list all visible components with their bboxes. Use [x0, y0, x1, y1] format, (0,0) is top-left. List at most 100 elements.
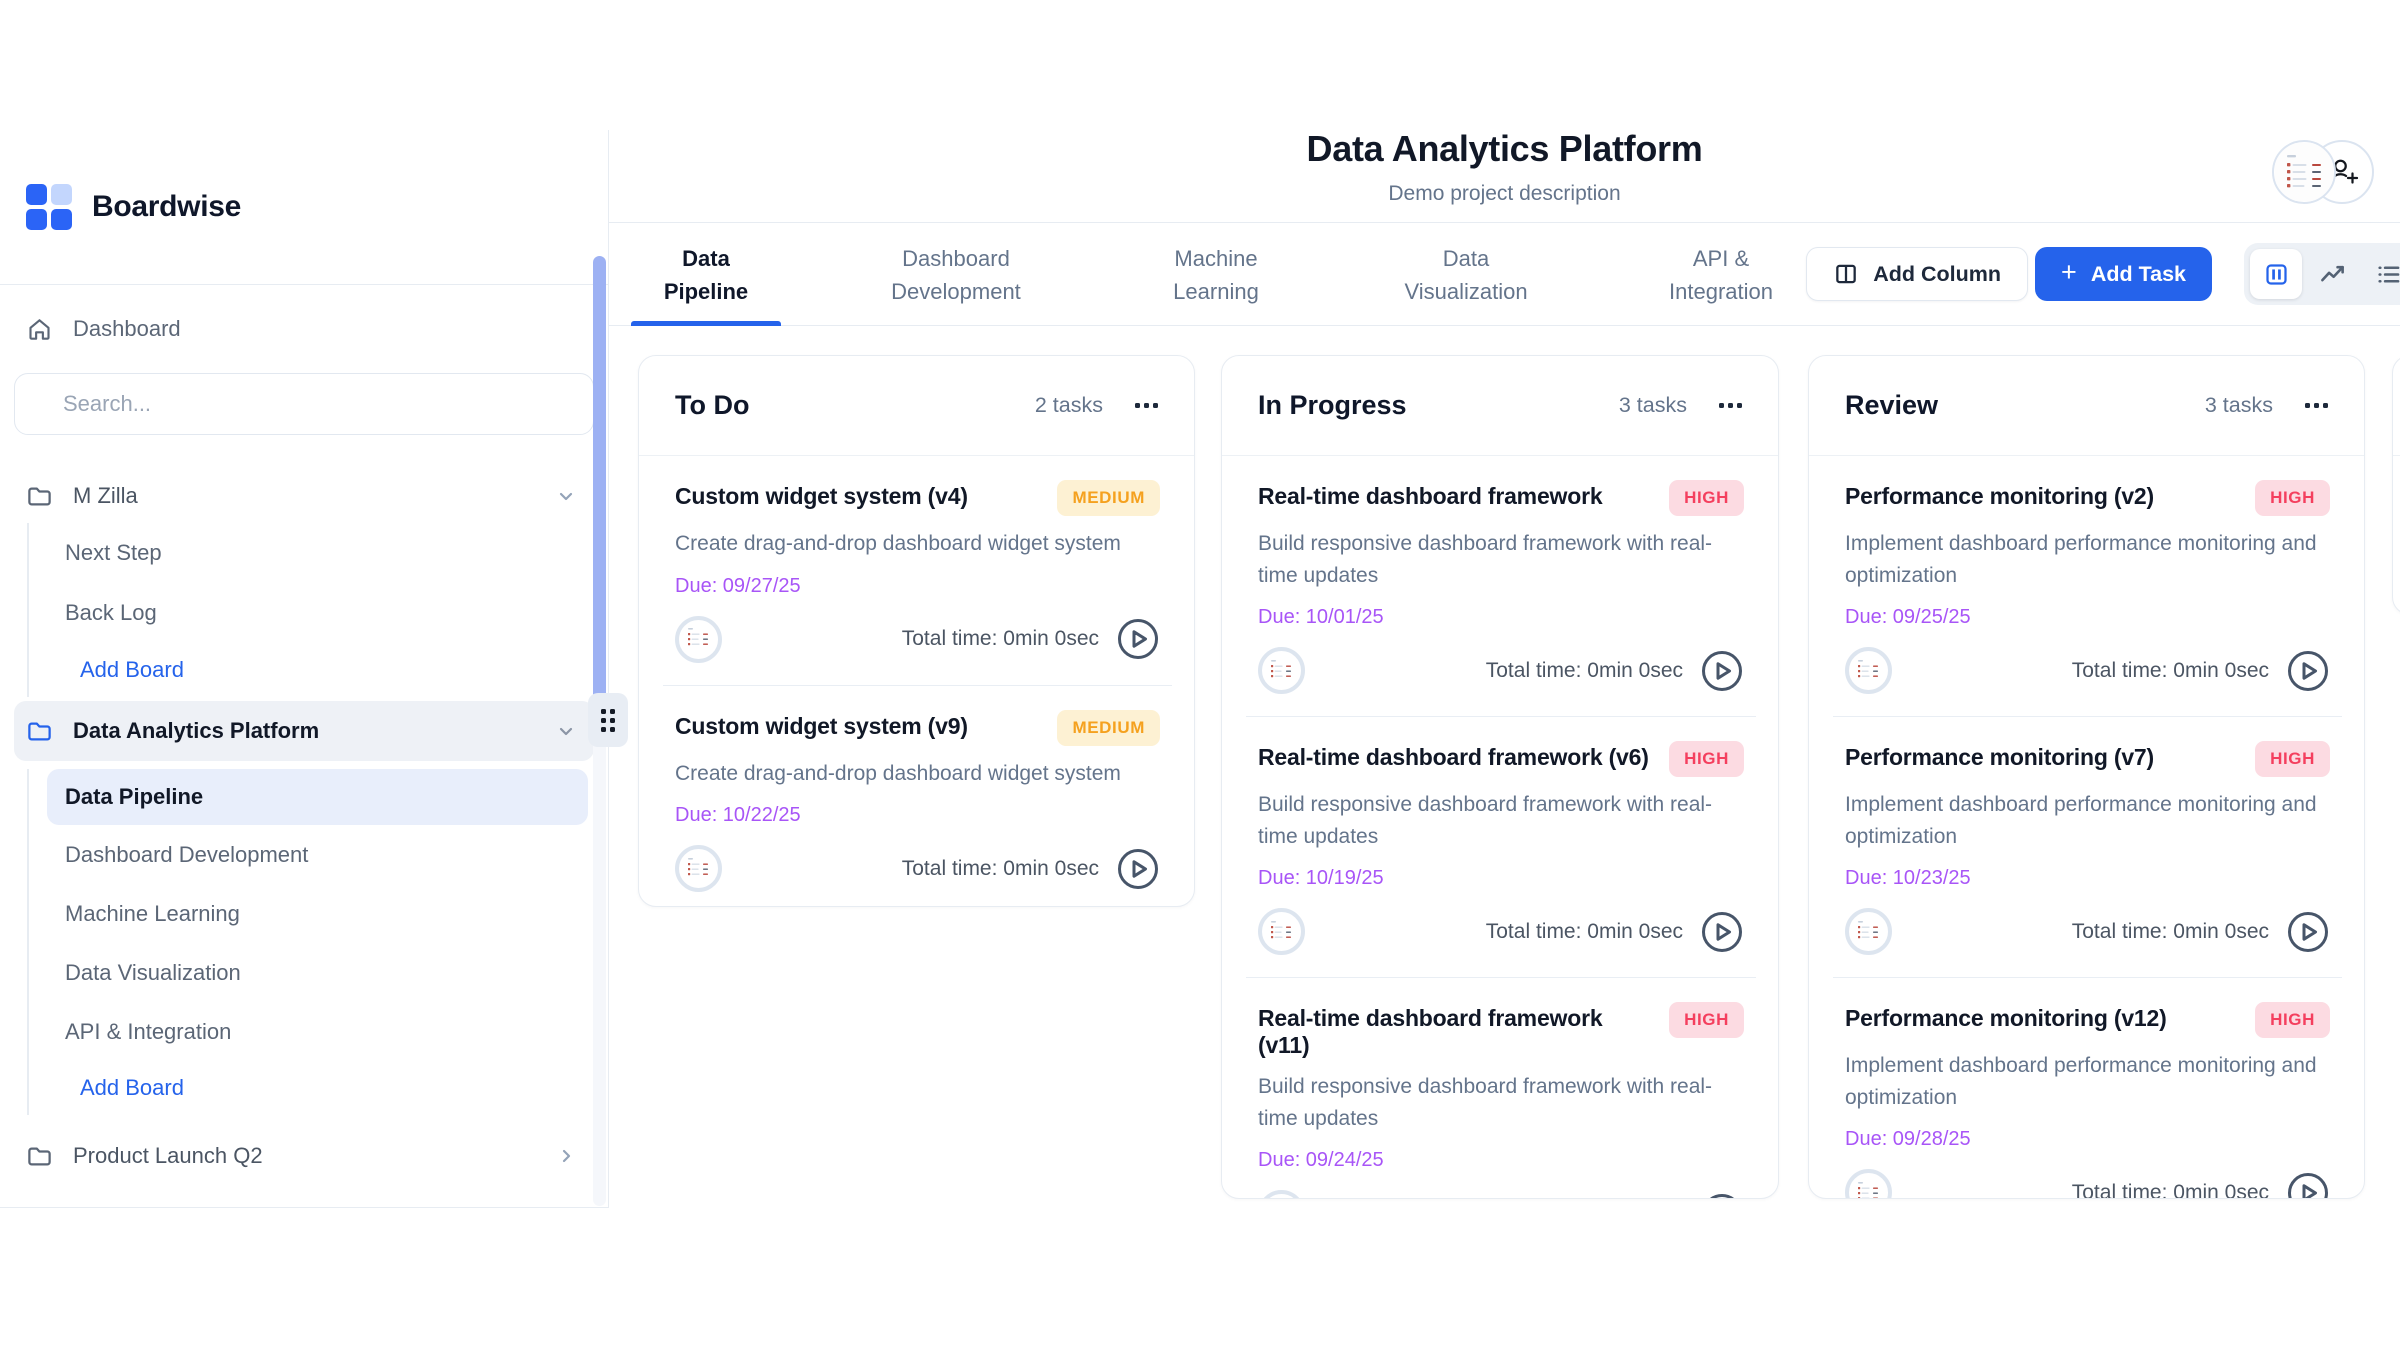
add-board-link[interactable]: Add Board — [80, 657, 184, 682]
assignee-avatar[interactable] — [675, 845, 722, 892]
board-item-dashboard-development[interactable]: Dashboard Development — [65, 841, 309, 867]
task-card[interactable]: Custom widget system (v4) MEDIUM Create … — [639, 456, 1194, 685]
assignee-avatar[interactable] — [1258, 908, 1305, 955]
total-time-label: Total time: 0min 0sec — [1485, 919, 1683, 943]
folder-icon-active — [26, 718, 53, 745]
assignee-avatar[interactable] — [1258, 647, 1305, 694]
total-time-label: Total time: 0min 0sec — [2071, 1180, 2269, 1199]
assignee-avatar[interactable] — [1845, 908, 1892, 955]
column-in-progress: In Progress 3 tasks Real-time dashboard … — [1221, 355, 1779, 1199]
card-separator — [1246, 977, 1756, 978]
board-item-machine-learning[interactable]: Machine Learning — [65, 900, 240, 926]
assignee-avatar[interactable] — [1845, 1169, 1892, 1198]
member-avatar[interactable] — [2272, 140, 2336, 204]
priority-badge: HIGH — [2255, 1002, 2330, 1038]
column-partial — [2392, 355, 2400, 615]
start-timer-button[interactable] — [1700, 910, 1744, 954]
column-task-count: 2 tasks — [1034, 393, 1103, 417]
task-card[interactable]: Real-time dashboard framework (v11) HIGH… — [1222, 978, 1778, 1198]
column-task-count: 3 tasks — [2204, 393, 2273, 417]
boardwise-logo-icon — [26, 184, 72, 230]
chevron-down-icon[interactable] — [554, 719, 578, 743]
tab-dashboard-development[interactable]: Dashboard Development — [891, 245, 1021, 304]
view-kanban-button[interactable] — [2250, 249, 2302, 299]
board-item-data-visualization[interactable]: Data Visualization — [65, 959, 241, 985]
add-column-button[interactable]: Add Column — [1806, 247, 2028, 301]
project-row-data-analytics-platform[interactable]: Data Analytics Platform — [14, 701, 594, 761]
chevron-right-icon[interactable] — [554, 1144, 578, 1168]
project-name: M Zilla — [73, 483, 138, 508]
board-item-api-integration[interactable]: API & Integration — [65, 1018, 232, 1044]
board-tabbar: Data Pipeline Dashboard Development Machin… — [609, 223, 2400, 326]
assignee-avatar[interactable] — [675, 615, 722, 663]
chevron-down-icon[interactable] — [554, 484, 578, 508]
priority-badge: HIGH — [1669, 741, 1744, 777]
project-name: Product Launch Q2 — [73, 1143, 263, 1168]
folder-icon — [26, 1143, 53, 1170]
board-list-data-analytics-platform: Data Pipeline Dashboard Development Mach… — [27, 769, 594, 1115]
task-title: Performance monitoring (v2) — [1845, 483, 2154, 509]
task-description: Build responsive dashboard framework wit… — [1258, 532, 1713, 587]
project-row-product-launch-q2[interactable]: Product Launch Q2 — [14, 1129, 594, 1183]
priority-badge: HIGH — [1669, 1002, 1744, 1038]
sidebar-scrollbar-thumb[interactable] — [593, 256, 606, 711]
app-logo: Boardwise — [0, 130, 608, 285]
total-time-label: Total time: 0min 0sec — [901, 627, 1099, 650]
card-separator — [663, 684, 1172, 686]
start-timer-button[interactable] — [2286, 1171, 2330, 1198]
task-card[interactable]: Performance monitoring (v7) HIGH Impleme… — [1809, 717, 2364, 977]
column-review: Review 3 tasks Performance monitoring (v… — [1808, 355, 2365, 1199]
total-time-label: Total time: 0min 0sec — [2071, 658, 2269, 682]
task-card[interactable]: Real-time dashboard framework HIGH Build… — [1222, 456, 1778, 716]
board-item-data-pipeline[interactable]: Data Pipeline — [47, 769, 588, 825]
board-item-next-step[interactable]: Next Step — [65, 540, 162, 565]
header-member-buttons — [2272, 140, 2374, 204]
assignee-avatar[interactable] — [1258, 1190, 1305, 1198]
task-card[interactable]: Custom widget system (v9) MEDIUM Create … — [639, 686, 1194, 907]
task-title: Real-time dashboard framework (v6) — [1258, 744, 1649, 770]
app-name: Boardwise — [92, 190, 242, 223]
task-description: Implement dashboard performance monitori… — [1845, 1054, 2317, 1109]
sidebar-item-dashboard[interactable]: Dashboard — [14, 307, 594, 351]
start-timer-button[interactable] — [2286, 649, 2330, 693]
board-item-back-log[interactable]: Back Log — [65, 600, 157, 625]
task-card[interactable]: Performance monitoring (v12) HIGH Implem… — [1809, 978, 2364, 1199]
tab-api-integration[interactable]: API & Integration — [1669, 245, 1773, 304]
task-card[interactable]: Performance monitoring (v2) HIGH Impleme… — [1809, 456, 2364, 716]
tab-machine-learning[interactable]: Machine Learning — [1173, 245, 1259, 304]
start-timer-button[interactable] — [2286, 910, 2330, 954]
trending-up-icon — [2320, 265, 2344, 281]
priority-badge: HIGH — [2255, 480, 2330, 516]
add-task-button[interactable]: + Add Task — [2035, 247, 2212, 301]
assignee-avatar[interactable] — [1845, 647, 1892, 694]
total-time-label: Total time: 0min 0sec — [1485, 658, 1683, 682]
page-subtitle: Demo project description — [1388, 182, 1621, 205]
start-timer-button[interactable] — [1116, 617, 1160, 661]
board-tabs: Data Pipeline Dashboard Development Machin… — [631, 223, 1811, 326]
task-due-date: Due: 10/22/25 — [675, 804, 801, 826]
tab-data-pipeline[interactable]: Data Pipeline — [631, 223, 781, 326]
column-menu-button[interactable] — [1717, 397, 1744, 414]
kanban-icon — [2265, 263, 2287, 285]
task-title: Real-time dashboard framework — [1258, 483, 1603, 509]
project-row-m-zilla[interactable]: M Zilla — [14, 469, 594, 523]
sidebar-resize-handle[interactable] — [588, 693, 628, 747]
priority-badge: HIGH — [2255, 741, 2330, 777]
start-timer-button[interactable] — [1700, 649, 1744, 693]
view-analytics-button[interactable] — [2306, 249, 2358, 299]
start-timer-button[interactable] — [1700, 1192, 1744, 1198]
task-description: Create drag-and-drop dashboard widget sy… — [675, 532, 1121, 555]
task-title: Custom widget system (v9) — [675, 712, 968, 739]
start-timer-button[interactable] — [1116, 847, 1160, 891]
task-due-date: Due: 09/27/25 — [675, 574, 801, 597]
column-menu-button[interactable] — [1133, 397, 1160, 414]
tab-data-visualization[interactable]: Data Visualization — [1404, 245, 1528, 304]
task-due-date: Due: 09/24/25 — [1258, 1149, 1384, 1171]
add-board-link[interactable]: Add Board — [80, 1075, 184, 1100]
card-separator — [1833, 977, 2342, 978]
column-menu-button[interactable] — [2303, 397, 2330, 414]
task-card[interactable]: Real-time dashboard framework (v6) HIGH … — [1222, 717, 1778, 977]
view-list-button[interactable] — [2362, 249, 2400, 299]
search-input[interactable] — [15, 391, 593, 417]
task-due-date: Due: 10/23/25 — [1845, 867, 1971, 889]
